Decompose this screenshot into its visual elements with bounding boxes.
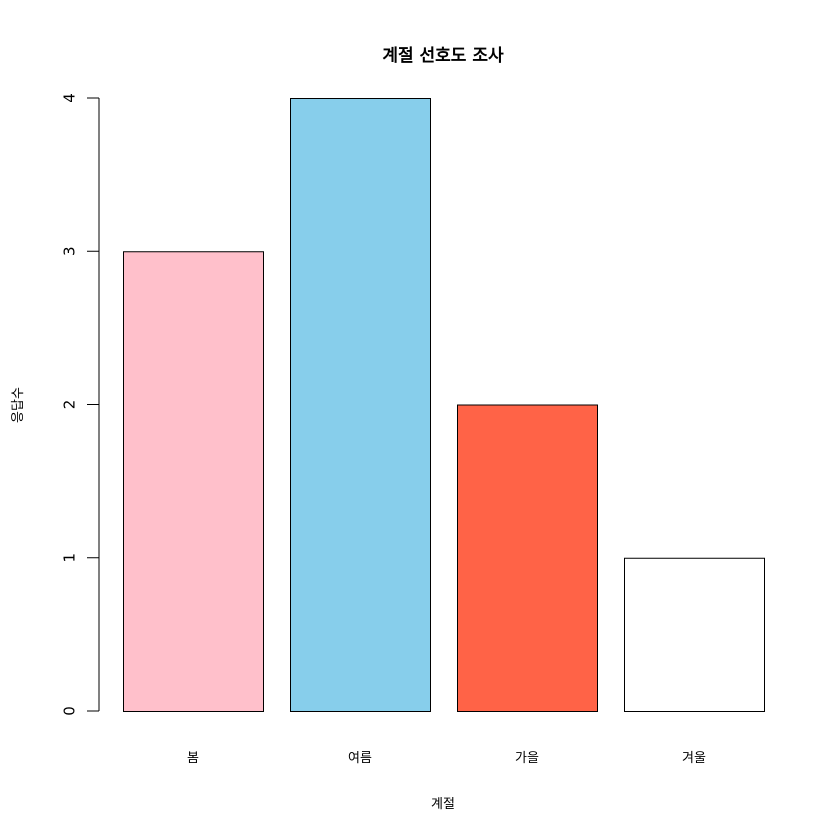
chart-title: 계절 선호도 조사 [382, 45, 504, 66]
y-tick-label: 3 [61, 246, 79, 256]
bar [624, 557, 765, 712]
bars [123, 98, 765, 712]
x-tick-label: 여름 [348, 751, 372, 766]
y-axis-title: 응답수 [11, 387, 26, 423]
bar [290, 98, 431, 712]
x-axis-labels: 봄 여름 가을 겨울 [187, 751, 706, 766]
x-tick-label: 가을 [515, 751, 539, 766]
x-axis-title: 계절 [431, 797, 455, 812]
bar [457, 404, 598, 712]
y-tick-label: 2 [61, 400, 79, 410]
y-tick-label: 1 [61, 553, 79, 563]
x-tick-label: 봄 [187, 751, 199, 766]
y-axis: 0 1 2 3 4 [61, 93, 100, 716]
y-tick-label: 4 [61, 93, 79, 103]
y-tick-label: 0 [61, 706, 79, 716]
bar [123, 251, 264, 712]
x-tick-label: 겨울 [682, 751, 706, 766]
